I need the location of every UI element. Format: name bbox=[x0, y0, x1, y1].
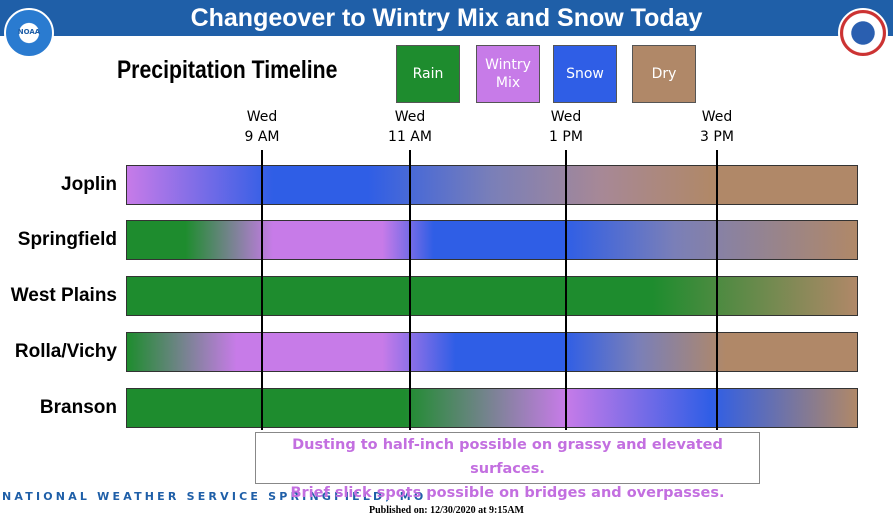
legend-item: Wintry Mix bbox=[476, 45, 540, 103]
note: Dusting to half-inch possible on grassy … bbox=[255, 432, 760, 501]
published: Published on: 12/30/2020 at 9:15AM bbox=[368, 505, 524, 516]
row-label: Branson bbox=[39, 397, 117, 418]
legend-item: Rain bbox=[396, 45, 460, 103]
time-line bbox=[261, 150, 263, 430]
time-day: Wed bbox=[394, 109, 426, 125]
time-hour: 1 PM bbox=[549, 129, 583, 145]
legend-item: Snow bbox=[553, 45, 617, 103]
timeline-bar bbox=[126, 332, 858, 372]
row-label: Rolla/Vichy bbox=[14, 341, 117, 362]
legend-item: Dry bbox=[632, 45, 696, 103]
time-hour: 9 AM bbox=[244, 129, 280, 145]
nws-logo bbox=[838, 8, 888, 58]
logo-text: NOAA bbox=[17, 28, 41, 36]
time-label: Wed 9 AM bbox=[222, 107, 302, 147]
time-label: Wed 1 PM bbox=[526, 107, 606, 147]
time-label: Wed 11 AM bbox=[370, 107, 450, 147]
note-line: Brief slick spots possible on bridges an… bbox=[290, 485, 725, 501]
row-label: Springfield bbox=[17, 229, 117, 250]
row-label: West Plains bbox=[10, 285, 117, 306]
time-day: Wed bbox=[246, 109, 278, 125]
row-label: Joplin bbox=[61, 174, 117, 195]
timeline-bar bbox=[126, 220, 858, 260]
time-line bbox=[565, 150, 567, 430]
noaa-logo: NOAA bbox=[4, 8, 54, 58]
timeline-bar bbox=[126, 165, 858, 205]
title: Changeover to Wintry Mix and Snow Today bbox=[0, 0, 893, 36]
time-day: Wed bbox=[550, 109, 582, 125]
time-day: Wed bbox=[701, 109, 733, 125]
time-hour: 11 AM bbox=[388, 129, 432, 145]
time-line bbox=[409, 150, 411, 430]
timeline-bar bbox=[126, 388, 858, 428]
time-line bbox=[716, 150, 718, 430]
timeline-bar bbox=[126, 276, 858, 316]
note-line: Dusting to half-inch possible on grassy … bbox=[292, 437, 723, 477]
time-hour: 3 PM bbox=[700, 129, 734, 145]
office: NATIONAL WEATHER SERVICE SPRINGFIELD, MO bbox=[2, 490, 427, 503]
subtitle: Precipitation Timeline bbox=[117, 56, 338, 84]
time-label: Wed 3 PM bbox=[677, 107, 757, 147]
